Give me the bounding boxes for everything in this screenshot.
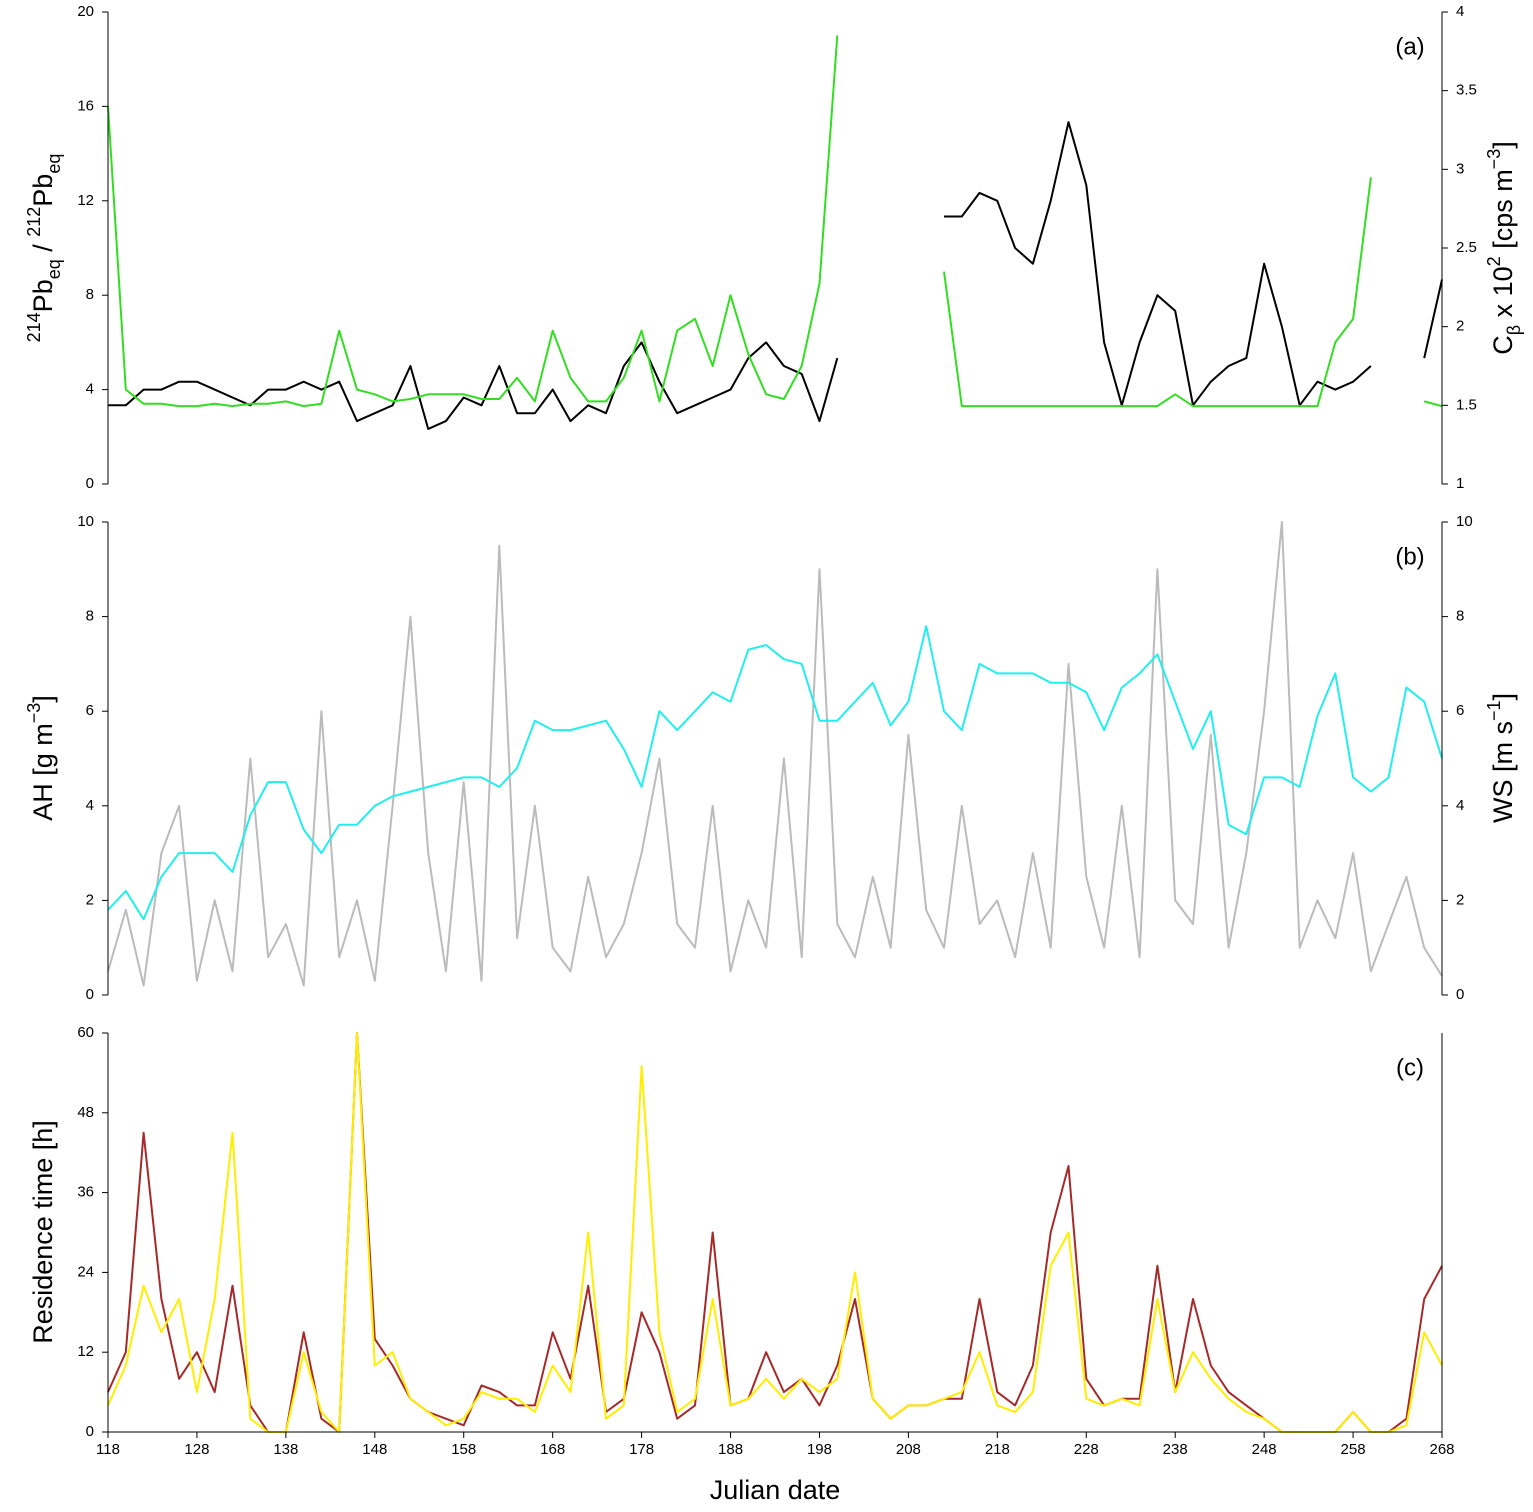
y2-tick-label: 2.5	[1456, 239, 1477, 256]
y2-tick-label: 0	[1456, 986, 1464, 1003]
data-line	[107, 35, 1443, 408]
y-tick-label: 8	[86, 286, 94, 303]
x-tick-label: 198	[807, 1441, 832, 1458]
y-tick-label: 12	[77, 1343, 94, 1360]
x-axis-label: Julian date	[710, 1475, 841, 1505]
y2-tick-label: 2	[1456, 318, 1464, 335]
x-tick-label: 248	[1252, 1441, 1277, 1458]
y-tick-label: 16	[77, 97, 94, 114]
y-tick-label: 24	[77, 1263, 94, 1280]
y-axis-label: 214Pbeq / 212Pbeq	[24, 154, 64, 343]
y2-tick-label: 3	[1456, 160, 1464, 177]
y2-tick-label: 8	[1456, 608, 1464, 625]
x-tick-label: 268	[1429, 1441, 1454, 1458]
y-axis-label: AH [g m−3]	[24, 695, 58, 821]
y-tick-label: 0	[86, 986, 94, 1003]
y2-tick-label: 4	[1456, 797, 1464, 814]
x-tick-label: 178	[629, 1441, 654, 1458]
panel-label: (b)	[1395, 543, 1424, 570]
y-tick-label: 36	[77, 1184, 94, 1201]
y-tick-label: 4	[86, 797, 94, 814]
y-tick-label: 8	[86, 608, 94, 625]
x-tick-label: 228	[1074, 1441, 1099, 1458]
y-tick-label: 6	[86, 702, 94, 719]
y2-tick-label: 6	[1456, 702, 1464, 719]
y2-tick-label: 10	[1456, 513, 1473, 530]
data-line	[107, 625, 1443, 921]
x-tick-label: 158	[451, 1441, 476, 1458]
y-tick-label: 60	[77, 1024, 94, 1041]
y-tick-label: 4	[86, 381, 94, 398]
y2-axis-label: Cβ x 102 [cps m−3]	[1484, 141, 1524, 354]
y2-tick-label: 1.5	[1456, 396, 1477, 413]
x-tick-label: 218	[985, 1441, 1010, 1458]
x-tick-label: 238	[1163, 1441, 1188, 1458]
x-tick-label: 138	[273, 1441, 298, 1458]
y-axis-label: Residence time [h]	[28, 1120, 58, 1344]
x-tick-label: 128	[184, 1441, 209, 1458]
data-line	[107, 1032, 1443, 1433]
data-line	[107, 1032, 1443, 1433]
y-tick-label: 0	[86, 1423, 94, 1440]
x-tick-label: 118	[96, 1441, 120, 1458]
y-tick-label: 0	[86, 475, 94, 492]
y-tick-label: 12	[77, 192, 94, 209]
y2-tick-label: 3.5	[1456, 82, 1477, 99]
y-tick-label: 2	[86, 891, 94, 908]
y2-tick-label: 1	[1456, 475, 1464, 492]
y2-tick-label: 2	[1456, 891, 1464, 908]
panel-label: (a)	[1395, 33, 1424, 60]
data-line	[108, 121, 1443, 430]
y-tick-label: 48	[77, 1104, 94, 1121]
x-tick-label: 148	[362, 1441, 387, 1458]
x-tick-label: 208	[896, 1441, 921, 1458]
x-tick-label: 258	[1341, 1441, 1366, 1458]
y2-tick-label: 4	[1456, 3, 1464, 20]
y2-axis-label: WS [m s−1]	[1484, 693, 1518, 823]
x-tick-label: 188	[718, 1441, 743, 1458]
panel-label: (c)	[1396, 1054, 1424, 1081]
y-tick-label: 10	[77, 513, 94, 530]
y-tick-label: 20	[77, 3, 94, 20]
x-tick-label: 168	[540, 1441, 565, 1458]
data-line	[107, 521, 1443, 987]
